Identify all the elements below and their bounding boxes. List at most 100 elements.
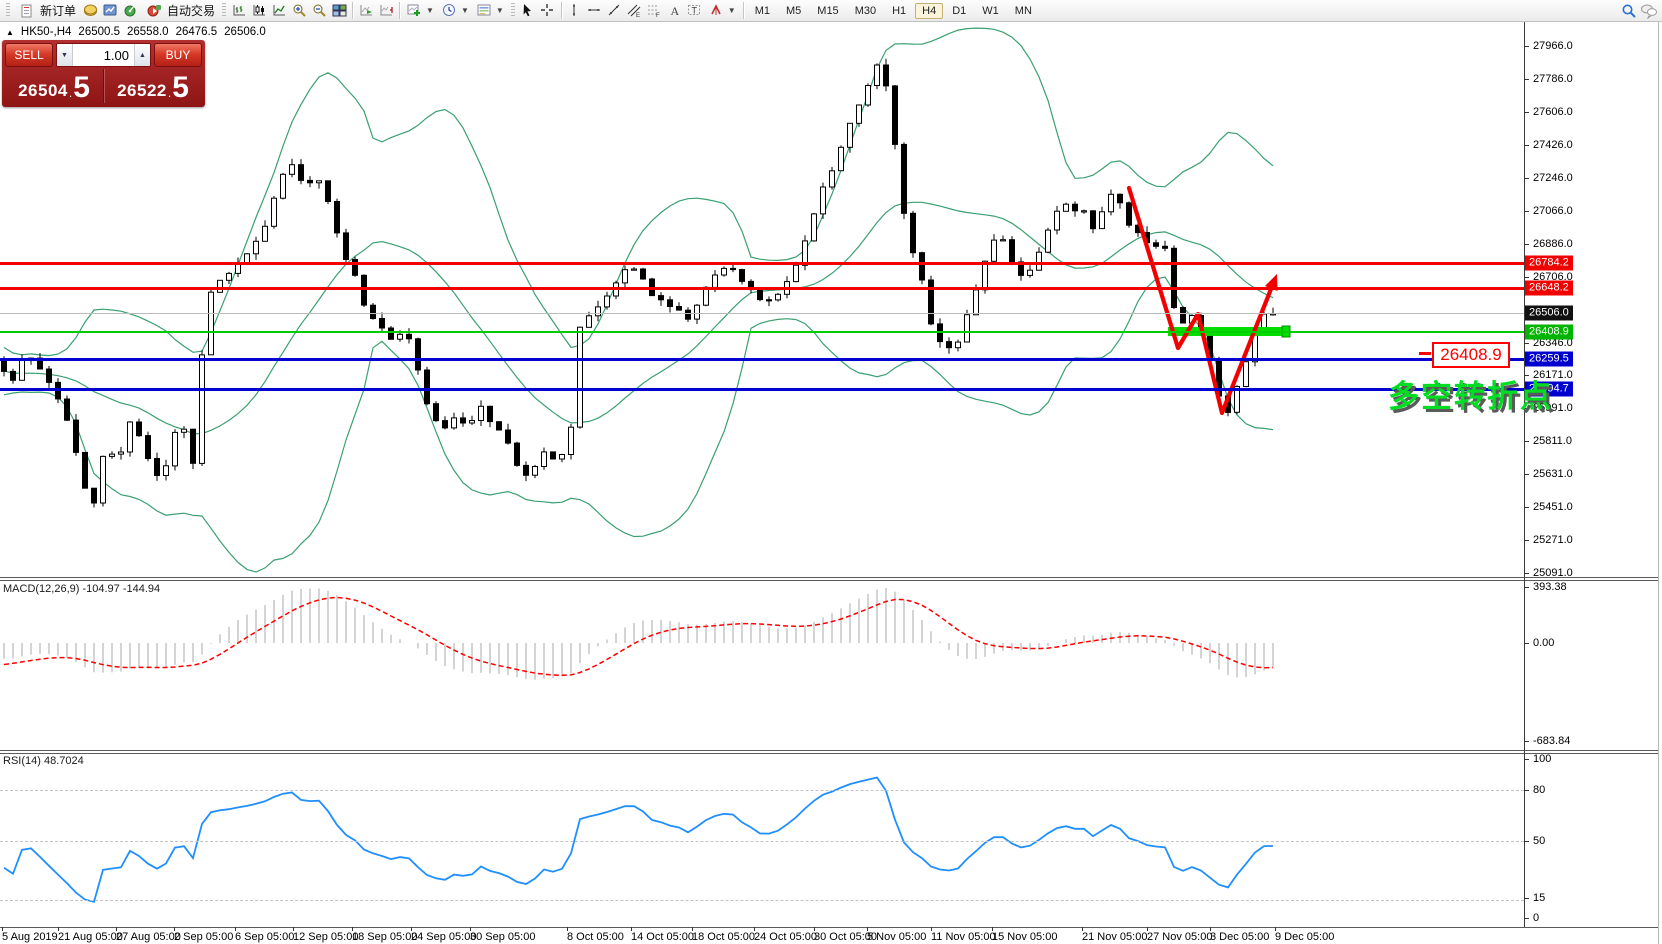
date-label: 2 Sep 05:00 — [174, 931, 234, 943]
periods-button[interactable]: ▼ — [438, 1, 473, 20]
horizontal-level-line[interactable] — [0, 387, 1524, 391]
toolbar-grip[interactable] — [222, 3, 227, 18]
price-tick — [1524, 540, 1529, 541]
buy-button[interactable]: BUY — [154, 43, 202, 67]
date-tick — [1275, 927, 1276, 931]
arrows-tool-button[interactable]: ▼ — [705, 1, 740, 20]
fibonacci-tool-icon[interactable]: F — [645, 1, 665, 20]
price-tick — [1524, 375, 1529, 376]
date-tick — [411, 927, 412, 931]
timeframe-M5[interactable]: M5 — [786, 4, 802, 17]
price-level-label: 26648.2 — [1525, 280, 1573, 296]
zoom-out-icon[interactable] — [309, 1, 329, 20]
price-level-label: 26408.9 — [1525, 324, 1573, 340]
navigator-icon[interactable] — [100, 1, 120, 20]
vertical-line-tool-icon[interactable] — [565, 1, 585, 20]
price-level-label: 26094.7 — [1525, 381, 1573, 397]
cursor-icon[interactable] — [518, 1, 538, 20]
date-tick — [692, 927, 693, 931]
level-price-label[interactable]: 26408.9 — [1432, 342, 1510, 368]
terminal-icon[interactable] — [120, 1, 140, 20]
sell-button[interactable]: SELL — [5, 43, 53, 67]
timeframe-W1[interactable]: W1 — [982, 4, 999, 17]
timeframe-H4[interactable]: H4 — [915, 2, 944, 19]
rsi-tick-label: 15 — [1533, 892, 1546, 904]
trendline-tool-icon[interactable] — [605, 1, 625, 20]
sell-price-fraction: 5 — [73, 71, 90, 104]
price-tick — [1524, 507, 1529, 508]
macd-tick — [1524, 587, 1529, 588]
sell-price[interactable]: 26504 . 5 — [5, 69, 103, 103]
date-label: 30 Sep 05:00 — [470, 931, 536, 943]
pane-separator[interactable] — [0, 577, 1658, 578]
crosshair-icon[interactable] — [538, 1, 558, 20]
buy-price-dot: . — [167, 86, 172, 100]
candlestick-mode-icon[interactable] — [249, 1, 269, 20]
chevron-down-icon: ▼ — [727, 6, 736, 15]
chart-shift-icon[interactable] — [376, 1, 396, 20]
macd-tick — [1524, 643, 1529, 644]
date-label: 9 Dec 05:00 — [1275, 931, 1335, 943]
svg-text:A: A — [671, 4, 680, 18]
new-order-icon — [17, 1, 37, 20]
macd-tick-label: 0.00 — [1533, 637, 1555, 649]
autotrade-button[interactable]: 自动交易 — [140, 1, 219, 20]
line-chart-mode-icon[interactable] — [269, 1, 289, 20]
macd-pane-label: MACD(12,26,9) -104.97 -144.94 — [3, 583, 161, 595]
price-tick — [1524, 408, 1529, 409]
channel-tool-icon[interactable]: E — [625, 1, 645, 20]
timeframe-M1[interactable]: M1 — [754, 4, 770, 17]
pane-separator[interactable] — [0, 750, 1658, 751]
timeframe-H1[interactable]: H1 — [892, 4, 907, 17]
timeframe-M15[interactable]: M15 — [817, 4, 839, 17]
timeframe-D1[interactable]: D1 — [952, 4, 967, 17]
horizontal-level-line[interactable] — [0, 357, 1524, 361]
pane-separator[interactable] — [0, 580, 1658, 581]
volume-input[interactable]: 1.00 — [103, 47, 129, 63]
price-tick — [1524, 46, 1529, 47]
label-tool-icon[interactable]: T — [685, 1, 705, 20]
date-tick — [867, 927, 868, 931]
chart-canvas[interactable] — [0, 0, 1524, 944]
pane-separator[interactable] — [0, 753, 1658, 754]
horizontal-level-line[interactable] — [0, 331, 1524, 333]
price-tick-label: 25091.0 — [1533, 567, 1573, 579]
bar-chart-mode-icon[interactable] — [229, 1, 249, 20]
zoom-in-icon[interactable] — [289, 1, 309, 20]
date-tick — [931, 927, 932, 931]
horizontal-level-line[interactable] — [0, 312, 1524, 314]
rsi-tick — [1524, 790, 1529, 791]
price-tick-label: 25991.0 — [1533, 402, 1573, 414]
horizontal-level-line[interactable] — [0, 261, 1524, 265]
one-click-collapse-icon[interactable]: ▲ — [6, 27, 14, 37]
indicators-button[interactable]: ▼ — [403, 1, 438, 20]
toolbar-grip[interactable] — [6, 3, 10, 18]
date-label: 24 Sep 05:00 — [411, 931, 477, 943]
toolbar-grip[interactable] — [510, 3, 515, 18]
chat-icon[interactable] — [1639, 1, 1659, 20]
date-tick — [352, 927, 353, 931]
volume-increase-button[interactable]: ▲ — [134, 44, 150, 66]
new-order-button[interactable]: 新订单 — [13, 1, 80, 20]
trend-arrow[interactable] — [1126, 185, 1274, 416]
volume-decrease-button[interactable]: ▼ — [57, 44, 73, 66]
buy-price[interactable]: 26522 . 5 — [104, 69, 202, 103]
price-tick-label: 26706.0 — [1533, 271, 1573, 283]
date-tick — [567, 927, 568, 931]
tile-windows-icon[interactable] — [329, 1, 349, 20]
auto-scroll-icon[interactable] — [356, 1, 376, 20]
templates-button[interactable]: ▼ — [473, 1, 508, 20]
horizontal-line-tool-icon[interactable] — [585, 1, 605, 20]
timeframe-M30[interactable]: M30 — [854, 4, 877, 17]
market-watch-icon[interactable] — [80, 1, 100, 20]
one-click-trade-panel: SELL ▼ 1.00 ▲ BUY 26504 . 5 26522 . — [2, 40, 205, 107]
text-tool-icon[interactable]: A — [665, 1, 685, 20]
search-icon[interactable] — [1619, 1, 1639, 20]
sell-price-dot: . — [68, 86, 73, 100]
price-level-label: 26506.0 — [1525, 305, 1573, 321]
horizontal-level-line[interactable] — [0, 286, 1524, 290]
price-tick — [1524, 79, 1529, 80]
timeframe-MN[interactable]: MN — [1014, 4, 1032, 17]
volume-stepper: ▼ 1.00 ▲ — [56, 43, 151, 67]
turning-point-annotation[interactable]: 多空转折点 — [1388, 379, 1553, 414]
